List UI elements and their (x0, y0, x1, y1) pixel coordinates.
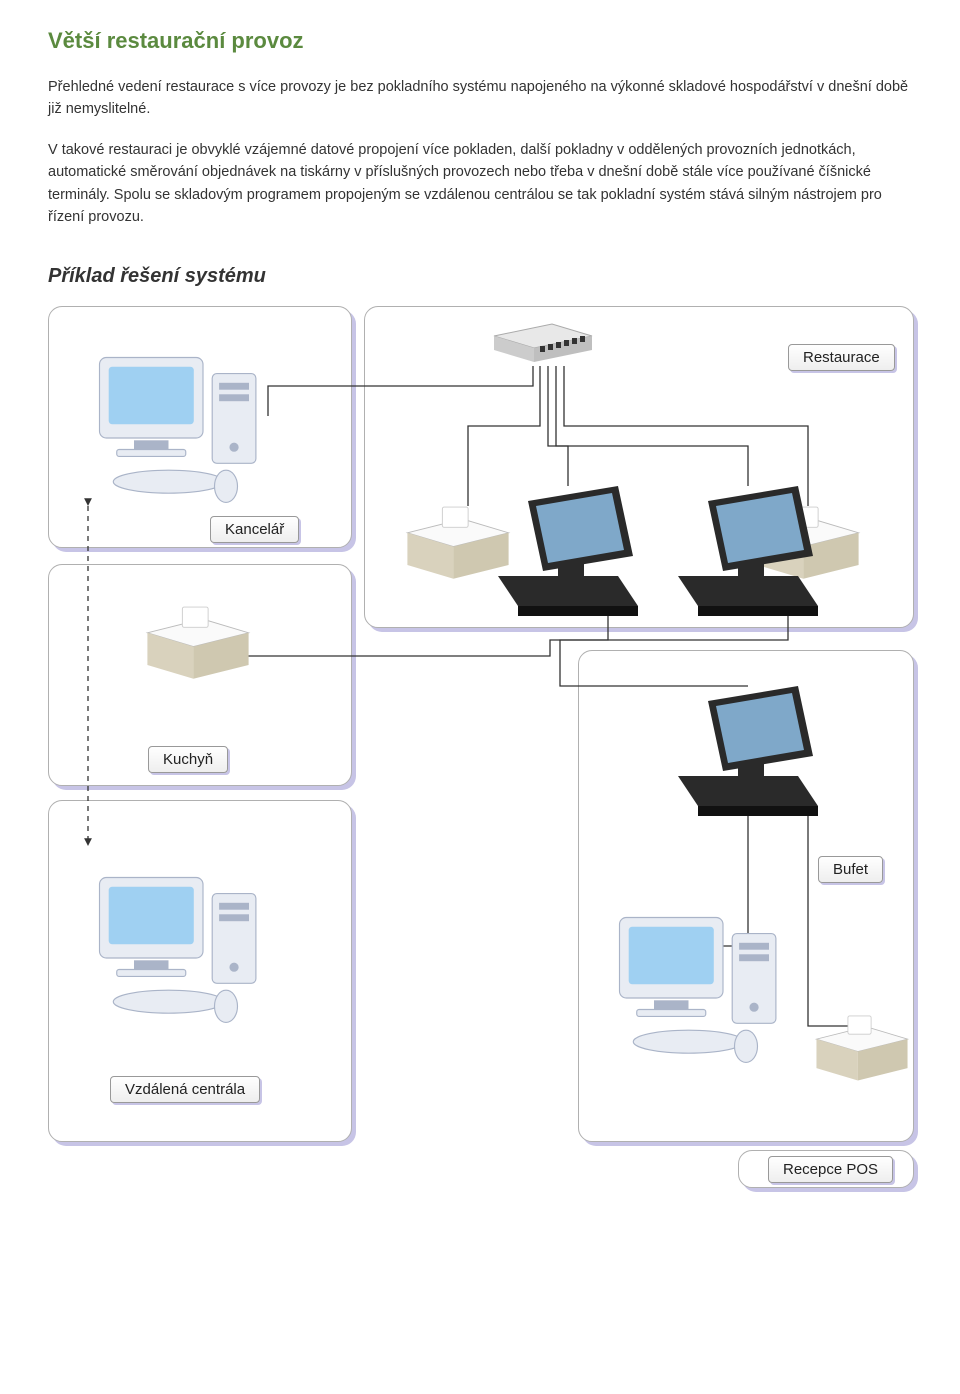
diagram-title: Příklad řešení systému (48, 265, 912, 288)
label-recepce: Recepce POS (768, 1156, 893, 1183)
label-kancelar: Kancelář (210, 516, 299, 543)
printer-icon (138, 596, 258, 688)
pos-icon (668, 676, 828, 826)
pc-icon (88, 866, 272, 1027)
paragraph-1: Přehledné vedení restaurace s více provo… (48, 76, 912, 121)
label-bufet: Bufet (818, 856, 883, 883)
label-centrala: Vzdálená centrála (110, 1076, 260, 1103)
label-kuchyn: Kuchyň (148, 746, 228, 773)
printer-icon (808, 1006, 916, 1089)
label-restaurace: Restaurace (788, 344, 895, 371)
pos-icon (488, 476, 648, 626)
hub-icon (488, 318, 598, 368)
pc-icon (88, 346, 272, 507)
pos-icon (668, 476, 828, 626)
page-title: Větší restaurační provoz (48, 28, 912, 54)
paragraph-2: V takové restauraci je obvyklé vzájemné … (48, 139, 912, 229)
pc-icon (608, 906, 792, 1067)
system-diagram: Kancelář Restaurace Kuchyň Vzdálená centrál… (48, 306, 912, 1186)
